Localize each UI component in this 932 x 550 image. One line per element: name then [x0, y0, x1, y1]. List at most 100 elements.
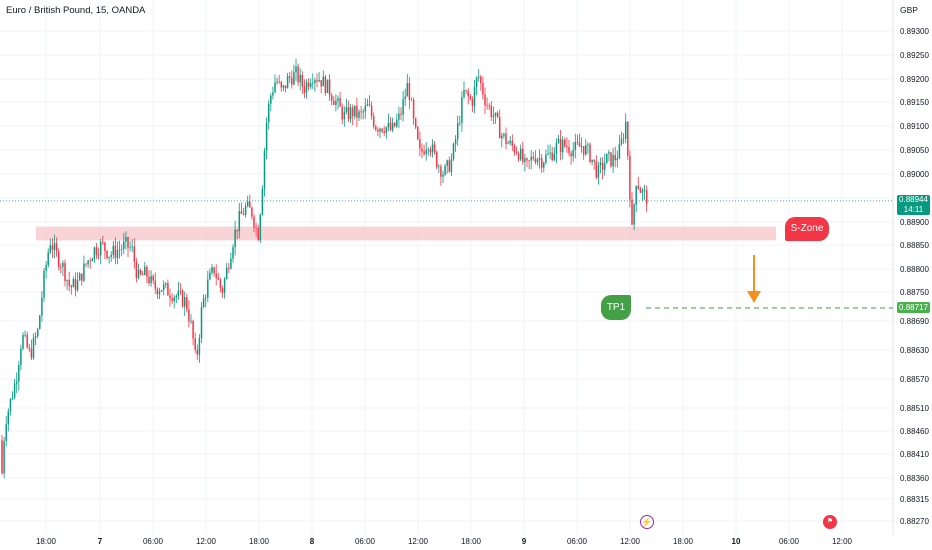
- candle-body: [406, 83, 409, 97]
- candle-body: [91, 258, 94, 262]
- candle-body: [89, 260, 91, 262]
- candle-body: [309, 83, 312, 87]
- candle-body: [139, 270, 142, 274]
- lightning-icon[interactable]: ⚡: [640, 515, 654, 529]
- price-tick-label: 0.88630: [900, 346, 929, 355]
- candle-body: [244, 206, 247, 215]
- candle-body: [194, 338, 196, 350]
- candle-body: [280, 81, 283, 88]
- candle-body: [459, 122, 461, 124]
- candle-body: [5, 424, 7, 442]
- candle-body: [263, 150, 266, 189]
- candle-body: [627, 121, 629, 156]
- candle-body: [576, 141, 579, 143]
- tp1-label[interactable]: TP1: [601, 295, 631, 320]
- candle-body: [559, 138, 562, 152]
- down-arrow-head: [747, 291, 761, 303]
- candle-body: [452, 144, 455, 160]
- candle-body: [97, 254, 100, 256]
- candle-body: [288, 76, 291, 79]
- candle-body: [234, 229, 236, 248]
- candle-body: [232, 247, 234, 259]
- candle-body: [351, 107, 354, 117]
- candle-body: [144, 266, 146, 276]
- candle-body: [301, 74, 304, 87]
- candle-body: [18, 365, 20, 382]
- s-zone-label[interactable]: S-Zone: [785, 217, 829, 241]
- candle-body: [446, 160, 448, 166]
- candle-body: [322, 76, 325, 87]
- candle-body: [536, 159, 539, 163]
- candle-body: [295, 66, 297, 73]
- candle-body: [154, 280, 157, 289]
- candle-body: [385, 127, 388, 133]
- candle-body: [39, 315, 41, 329]
- candle-body: [396, 119, 398, 127]
- candle-body: [610, 152, 612, 167]
- time-tick-label: 06:00: [779, 537, 800, 546]
- candle-body: [585, 145, 587, 155]
- candle-body: [612, 155, 614, 167]
- candle-body: [160, 290, 163, 292]
- candle-body: [543, 162, 545, 168]
- price-tick-label: 0.88270: [900, 517, 929, 526]
- candle-body: [641, 190, 644, 193]
- candle-body: [364, 105, 367, 112]
- candle-body: [257, 227, 259, 241]
- candle-body: [580, 146, 583, 147]
- candle-body: [148, 276, 150, 284]
- candle-body: [150, 275, 152, 284]
- candle-body: [162, 284, 165, 291]
- candle-body: [62, 262, 64, 268]
- candle-body: [530, 156, 532, 161]
- candle-body: [36, 328, 39, 337]
- candle-body: [249, 201, 251, 208]
- candle-body: [645, 190, 648, 204]
- candle-body: [448, 160, 451, 172]
- candle-body: [440, 166, 442, 177]
- candle-body: [135, 261, 138, 279]
- candle-body: [45, 265, 47, 271]
- candle-body: [242, 213, 245, 215]
- candle-body: [320, 80, 322, 87]
- candle-body: [219, 279, 222, 288]
- candle-body: [417, 127, 419, 140]
- candle-body: [356, 105, 358, 118]
- candle-body: [158, 291, 161, 295]
- flag-icon[interactable]: ⚑: [823, 515, 837, 529]
- candle-body: [463, 89, 465, 98]
- candle-body: [519, 148, 522, 160]
- candle-body: [78, 273, 81, 281]
- candle-body: [312, 82, 314, 84]
- candle-body: [116, 250, 119, 258]
- candle-body: [540, 157, 543, 168]
- candle-body: [282, 85, 285, 88]
- candle-body: [76, 280, 79, 290]
- time-tick-label: 18:00: [36, 537, 57, 546]
- candle-body: [291, 78, 293, 85]
- candle-body: [465, 89, 467, 92]
- candle-body: [118, 249, 121, 251]
- candle-body: [498, 117, 501, 139]
- price-tick-label: 0.88850: [900, 241, 929, 250]
- candle-body: [482, 82, 484, 95]
- time-tick-label: 10: [732, 537, 741, 546]
- candle-body: [152, 275, 154, 281]
- candle-body: [85, 263, 87, 265]
- candle-body: [95, 247, 98, 255]
- chart-grid: [0, 0, 894, 535]
- candle-body: [175, 295, 178, 298]
- candle-body: [324, 76, 327, 93]
- candle-body: [102, 241, 104, 243]
- last-price-value: 0.88944: [899, 195, 928, 204]
- candle-body: [454, 139, 457, 145]
- price-tick-label: 0.89250: [900, 51, 929, 60]
- candle-body: [207, 279, 209, 298]
- candle-body: [469, 96, 472, 99]
- candle-body: [204, 297, 207, 299]
- candle-body: [620, 138, 623, 144]
- candle-body: [429, 149, 432, 153]
- candle-body: [192, 320, 194, 339]
- candle-body: [66, 280, 68, 281]
